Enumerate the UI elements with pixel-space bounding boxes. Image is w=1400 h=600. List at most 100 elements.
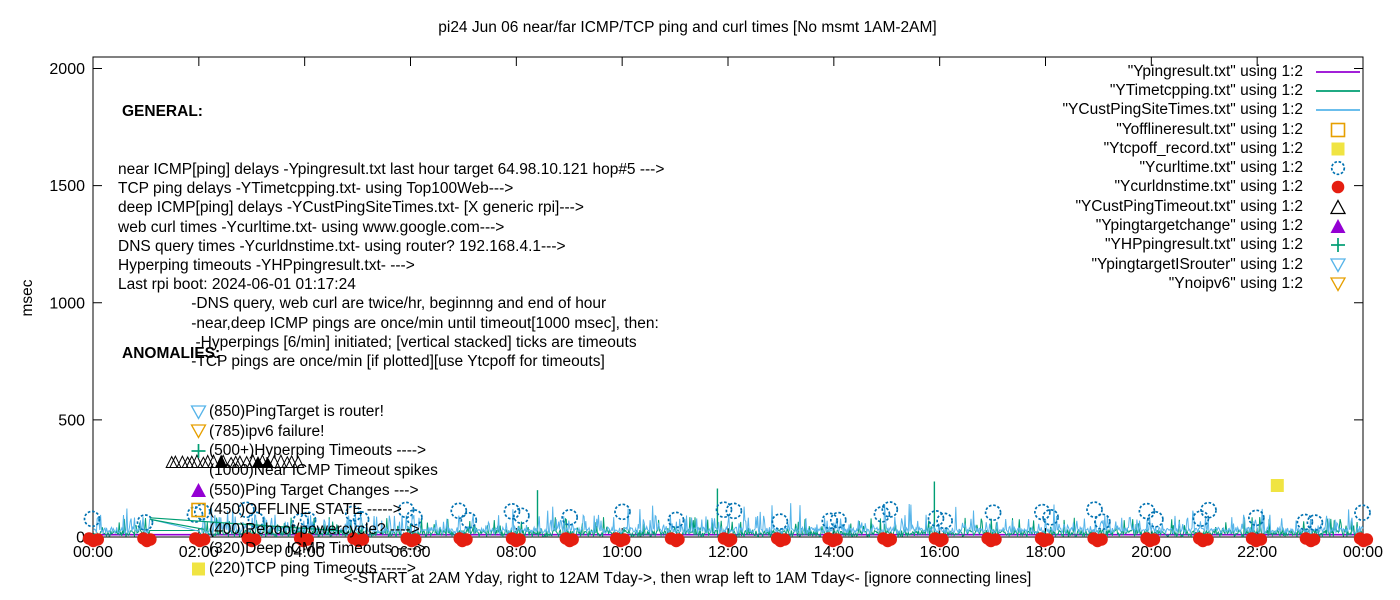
dns-point	[1140, 532, 1153, 545]
anomaly-label: (500+)Hyperping Timeouts ---->	[209, 442, 427, 460]
x-axis-label: <-START at 2AM Yday, right to 12AM Tday-…	[343, 570, 1032, 587]
x-tick-label: 16:00	[920, 544, 960, 561]
legend-entry: "YCustPingTimeout.txt" using 1:2	[1063, 197, 1363, 216]
no-marker	[190, 463, 209, 479]
x-tick-label: 22:00	[1237, 544, 1277, 561]
dns-point	[1095, 533, 1108, 546]
anomaly-item: (400)Reboot/powercycle? ---->	[118, 520, 438, 540]
x-tick-label: 10:00	[602, 544, 642, 561]
y-tick-label: 1500	[49, 178, 85, 195]
dns-point	[559, 532, 572, 545]
dns-point	[1087, 532, 1100, 545]
curl-point	[450, 502, 468, 520]
curl-point	[927, 510, 945, 527]
legend-sample-line-icon	[1313, 64, 1363, 80]
triangle-up-filled-icon	[190, 482, 209, 498]
legend-label: "Ypingresult.txt" using 1:2	[1127, 62, 1303, 80]
curl-point	[1138, 502, 1156, 520]
dns-point	[981, 532, 994, 545]
general-block: GENERAL: near ICMP[ping] delays -Ypingre…	[118, 64, 664, 410]
triangle-down-open-icon	[190, 404, 209, 420]
anomalies-block: ANOMALIES: (850)PingTarget is router! (78…	[118, 306, 438, 600]
dns-point	[1249, 534, 1263, 548]
dns-point	[884, 533, 897, 546]
legend-entry: "Ycurldnstime.txt" using 1:2	[1063, 178, 1363, 197]
curl-point	[984, 504, 1002, 522]
legend-sample-circle-filled-icon	[1313, 179, 1363, 195]
curl-point	[503, 503, 521, 520]
legend-sample-plus-icon	[1313, 237, 1363, 253]
dns-point	[778, 533, 791, 546]
curl-point	[83, 510, 101, 528]
curl-point	[1306, 514, 1324, 531]
general-line: -DNS query, web curl are twice/hr, begin…	[118, 295, 607, 313]
dns-point	[670, 534, 683, 548]
legend: "Ypingresult.txt" using 1:2 "YTimetcpping…	[1063, 62, 1363, 294]
legend-label: "YpingtargetISrouter" using 1:2	[1091, 255, 1303, 273]
x-tick-label: 00:00	[73, 544, 113, 561]
curl-point	[460, 511, 478, 529]
y-tick-label: 500	[58, 412, 85, 429]
anomaly-items: (850)PingTarget is router! (785)ipv6 fail…	[118, 402, 438, 578]
curl-point	[1192, 510, 1210, 527]
dns-point	[460, 533, 473, 546]
curl-point	[1034, 503, 1051, 521]
dns-point	[830, 533, 843, 546]
dns-point	[456, 534, 469, 548]
general-line: deep ICMP[ping] delays -YCustPingSiteTim…	[118, 199, 584, 217]
dns-point	[1201, 533, 1214, 546]
dns-point	[1143, 534, 1157, 548]
curl-point	[829, 511, 847, 529]
legend-sample-circle-open-icon	[1313, 160, 1363, 176]
anomaly-label: (850)PingTarget is router!	[209, 403, 384, 421]
curl-point	[771, 513, 789, 530]
legend-label: "YCustPingTimeout.txt" using 1:2	[1075, 197, 1303, 215]
legend-label: "YCustPingSiteTimes.txt" using 1:2	[1062, 101, 1303, 119]
x-tick-label: 00:00	[1343, 544, 1383, 561]
legend-label: "YHPpingresult.txt" using 1:2	[1105, 236, 1303, 254]
anomaly-item: (450)OFFLINE STATE ----->	[118, 500, 438, 520]
curl-point	[1248, 509, 1265, 527]
dns-point	[936, 533, 949, 546]
dns-point	[505, 532, 519, 545]
dns-point	[770, 532, 784, 545]
legend-label: "Ynoipv6" using 1:2	[1168, 274, 1303, 292]
x-tick-label: 20:00	[1131, 544, 1171, 561]
curl-point	[873, 505, 891, 523]
curl-point	[1086, 501, 1103, 518]
dns-point	[1037, 534, 1051, 548]
general-line: web curl times -Ycurltime.txt- using www…	[118, 218, 505, 236]
anomaly-label: (320)Deep ICMP Timeouts ---->	[209, 540, 427, 558]
anomaly-item: (850)PingTarget is router!	[118, 402, 438, 422]
dns-point	[1147, 533, 1161, 546]
anomaly-item: (320)Deep ICMP Timeouts ---->	[118, 539, 438, 559]
anomaly-item: (785)ipv6 failure!	[118, 422, 438, 442]
legend-sample-triangle-up-open-icon	[1313, 198, 1363, 215]
legend-sample-square-open-icon	[1313, 122, 1363, 138]
x-tick-label: 08:00	[496, 544, 536, 561]
plus-icon	[190, 443, 209, 459]
dns-point	[724, 533, 738, 546]
dns-point	[1304, 534, 1318, 548]
legend-entry: "YCustPingSiteTimes.txt" using 1:2	[1063, 101, 1363, 120]
dns-point	[614, 534, 627, 548]
dns-point	[82, 532, 96, 545]
dns-point	[717, 532, 731, 545]
legend-entry: "YHPpingresult.txt" using 1:2	[1063, 236, 1363, 255]
anomaly-label: (220)TCP ping Timeouts ----->	[209, 559, 416, 577]
dns-point	[774, 534, 787, 548]
dns-point	[1245, 532, 1259, 545]
legend-entry: "Ycurltime.txt" using 1:2	[1063, 158, 1363, 177]
anomaly-item: (1000)Near ICMP Timeout spikes	[118, 461, 438, 481]
legend-label: "Ycurldnstime.txt" using 1:2	[1114, 178, 1303, 196]
general-heading: GENERAL:	[122, 103, 203, 121]
legend-entry: "YTimetcpping.txt" using 1:2	[1063, 81, 1363, 100]
tcp-timeout-point	[1270, 479, 1284, 492]
legend-entry: "Ynoipv6" using 1:2	[1063, 274, 1363, 293]
x-tick-label: 12:00	[708, 544, 748, 561]
dns-point	[933, 534, 947, 548]
anomaly-item: (500+)Hyperping Timeouts ---->	[118, 441, 438, 461]
curl-point	[725, 502, 743, 520]
dns-point	[453, 532, 466, 545]
dns-point	[826, 534, 840, 548]
